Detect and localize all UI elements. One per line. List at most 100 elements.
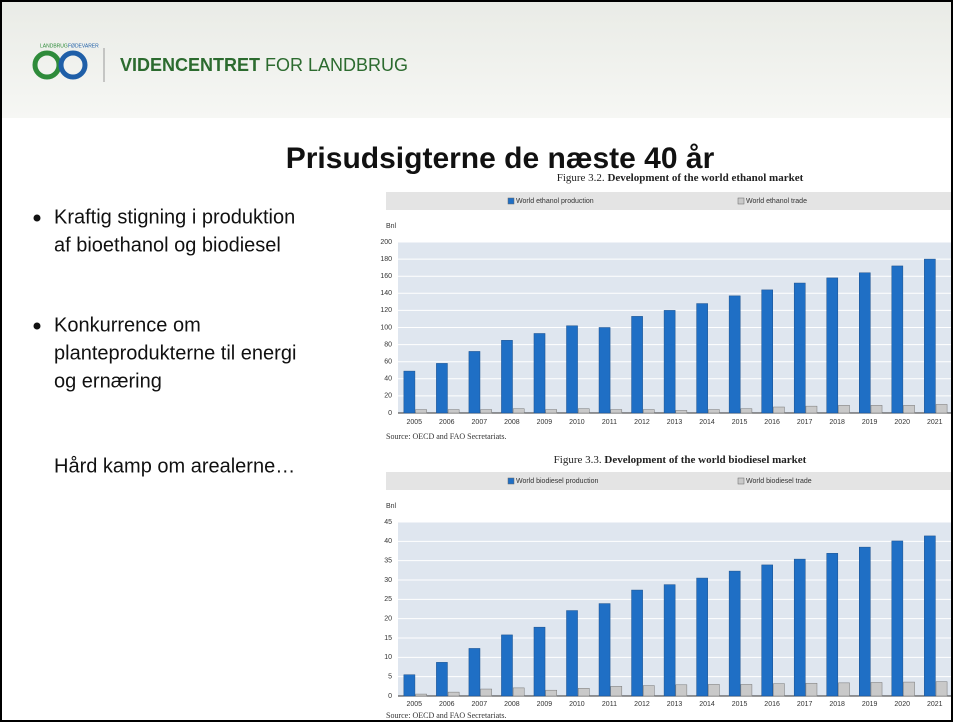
y-tick-label: 60 xyxy=(384,359,392,366)
logo-ring xyxy=(58,50,88,80)
bar xyxy=(610,686,623,697)
bar xyxy=(675,684,688,697)
y-tick-label: 5 xyxy=(388,674,392,681)
x-tick-label: 2005 xyxy=(406,419,422,426)
bar xyxy=(577,688,590,697)
bar xyxy=(859,272,871,414)
bar xyxy=(708,684,720,697)
x-tick-label: 2010 xyxy=(569,701,585,708)
figure-name: Development of the world ethanol market xyxy=(607,172,803,184)
bar xyxy=(924,258,936,414)
bar xyxy=(447,409,460,414)
bar xyxy=(728,295,741,414)
x-tick-label: 2013 xyxy=(667,419,683,426)
x-tick-label: 2015 xyxy=(732,701,748,708)
bar xyxy=(773,683,785,697)
brand-rest: FOR LANDBRUG xyxy=(265,55,408,75)
source: Source: OECD and FAO Secretariats. xyxy=(386,711,507,720)
y-tick-label: 40 xyxy=(384,376,392,383)
x-tick-label: 2018 xyxy=(829,419,845,426)
x-tick-label: 2013 xyxy=(667,701,683,708)
legend-swatch xyxy=(737,477,745,485)
logo-text: FØDEVARER xyxy=(68,43,99,49)
x-tick-label: 2006 xyxy=(439,701,455,708)
bullet-line: Kraftig stigning i produktion xyxy=(54,206,295,228)
bar xyxy=(793,558,806,697)
x-tick-label: 2005 xyxy=(406,701,422,708)
legend-label: World ethanol production xyxy=(516,198,594,205)
bar xyxy=(415,409,427,414)
bar xyxy=(675,410,688,414)
x-tick-label: 2016 xyxy=(764,419,780,426)
bar xyxy=(740,408,753,414)
bar xyxy=(773,406,785,414)
bar xyxy=(903,681,915,697)
bar xyxy=(501,634,513,697)
bar xyxy=(708,409,720,414)
x-tick-label: 2014 xyxy=(699,419,715,426)
bar xyxy=(696,303,708,414)
y-tick-label: 20 xyxy=(384,616,392,623)
legend-band xyxy=(386,192,951,210)
legend-label: World biodiesel trade xyxy=(746,478,812,485)
bullet-line: og ernæring xyxy=(54,370,162,392)
y-tick-label: 40 xyxy=(384,538,392,545)
figure-title: Figure 3.3. Development of the world bio… xyxy=(554,454,807,466)
bar xyxy=(643,409,655,414)
y-tick-label: 15 xyxy=(384,635,392,642)
x-tick-label: 2020 xyxy=(894,701,910,708)
bar xyxy=(826,553,839,697)
brand-bold: VIDENCENTRET xyxy=(120,55,260,75)
legend-swatch xyxy=(507,477,515,485)
bar xyxy=(403,370,416,414)
x-tick-label: 2017 xyxy=(797,701,813,708)
x-tick-label: 2012 xyxy=(634,701,650,708)
y-tick-label: 35 xyxy=(384,558,392,565)
bar xyxy=(403,674,416,697)
bar xyxy=(468,648,481,697)
x-tick-label: 2008 xyxy=(504,419,520,426)
bar xyxy=(566,325,578,414)
x-tick-label: 2021 xyxy=(927,701,943,708)
bar xyxy=(533,333,546,414)
bar xyxy=(480,409,492,414)
bar xyxy=(577,408,590,414)
logo-text: LANDBRUG xyxy=(40,43,68,49)
x-tick-label: 2020 xyxy=(894,419,910,426)
bullet-line: planteprodukterne til energi xyxy=(54,342,296,364)
y-axis-label: Bnl xyxy=(386,223,397,230)
bar xyxy=(859,546,871,697)
x-tick-label: 2015 xyxy=(732,419,748,426)
x-tick-label: 2019 xyxy=(862,701,878,708)
bar xyxy=(566,610,578,697)
y-tick-label: 0 xyxy=(388,410,392,417)
bar xyxy=(501,340,513,414)
y-tick-label: 160 xyxy=(380,273,392,280)
bar xyxy=(935,404,948,414)
bullet-line: Konkurrence om xyxy=(54,314,201,336)
bar xyxy=(631,316,643,414)
bar xyxy=(663,310,676,414)
bar xyxy=(447,691,460,697)
bar xyxy=(598,327,611,414)
bar xyxy=(935,681,948,697)
figure-name: Development of the world biodiesel marke… xyxy=(604,454,806,466)
note: Hård kamp om arealerne… xyxy=(54,455,295,477)
bar xyxy=(805,405,818,414)
y-axis-label: Bnl xyxy=(386,503,397,510)
bar xyxy=(891,265,904,414)
x-tick-label: 2009 xyxy=(537,701,553,708)
bullet-dot xyxy=(33,214,41,222)
legend-swatch xyxy=(507,197,515,205)
bar xyxy=(924,535,936,697)
x-tick-label: 2018 xyxy=(829,701,845,708)
bar xyxy=(468,351,481,414)
bullet-line: af bioethanol og biodiesel xyxy=(54,234,281,256)
y-tick-label: 180 xyxy=(380,256,392,263)
legend-band xyxy=(386,472,951,490)
y-tick-label: 0 xyxy=(388,693,392,700)
x-tick-label: 2016 xyxy=(764,701,780,708)
bar xyxy=(793,282,806,414)
bar xyxy=(696,577,708,697)
